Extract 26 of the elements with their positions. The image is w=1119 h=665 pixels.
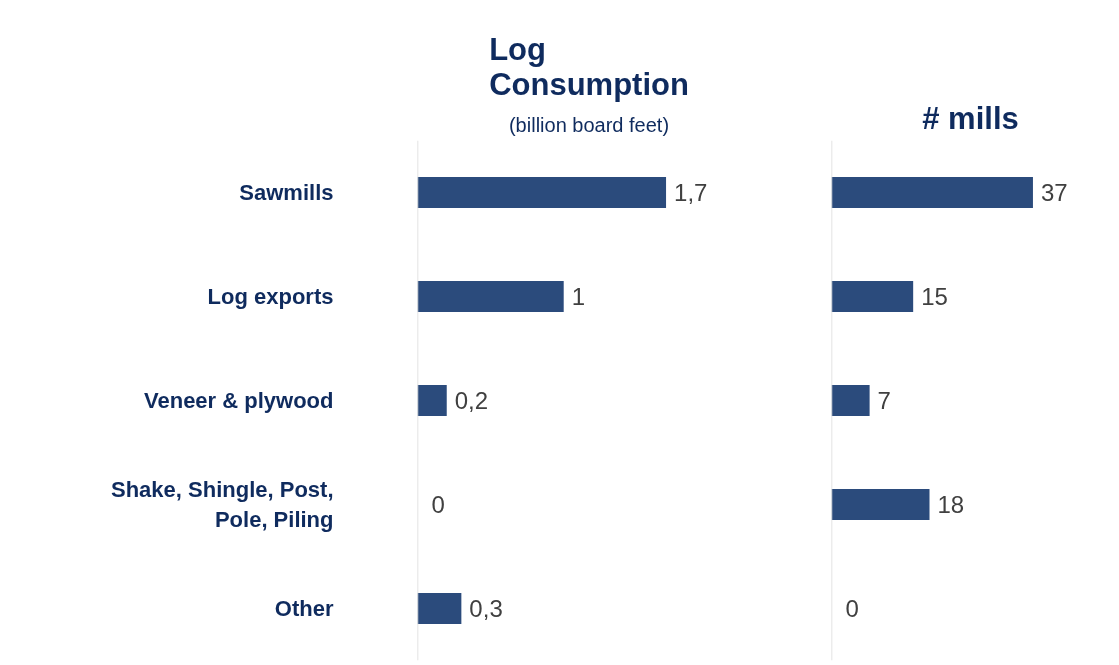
y-tick-label: Log exports: [207, 284, 334, 309]
bar: [417, 280, 564, 313]
bar: [831, 488, 930, 521]
chart-title: Log Consumption: [489, 31, 689, 102]
bar: [417, 176, 667, 209]
chart-subtitle: (billion board feet): [508, 113, 670, 136]
data-label: 15: [921, 283, 948, 310]
data-label: 18: [937, 491, 965, 518]
y-tick-label: Other: [274, 596, 334, 621]
data-label: 0: [431, 491, 445, 518]
data-label: 0,2: [454, 387, 489, 414]
data-label: 0: [845, 595, 859, 622]
bar: [417, 592, 462, 625]
y-tick-label: Shake, Shingle, Post, Pole, Piling: [111, 477, 334, 532]
y-tick-label: Sawmills: [239, 180, 334, 205]
data-label: 0,3: [469, 595, 503, 622]
data-label: 1,7: [674, 179, 708, 206]
data-label: 37: [1040, 179, 1068, 206]
bar: [417, 384, 447, 417]
bar: [831, 384, 870, 417]
bar: [831, 280, 914, 313]
data-label: 7: [877, 387, 891, 414]
bar: [831, 176, 1033, 209]
y-tick-label: Veneer & plywood: [144, 388, 334, 413]
data-label: 1: [571, 283, 586, 310]
chart-title: # mills: [922, 100, 1019, 136]
